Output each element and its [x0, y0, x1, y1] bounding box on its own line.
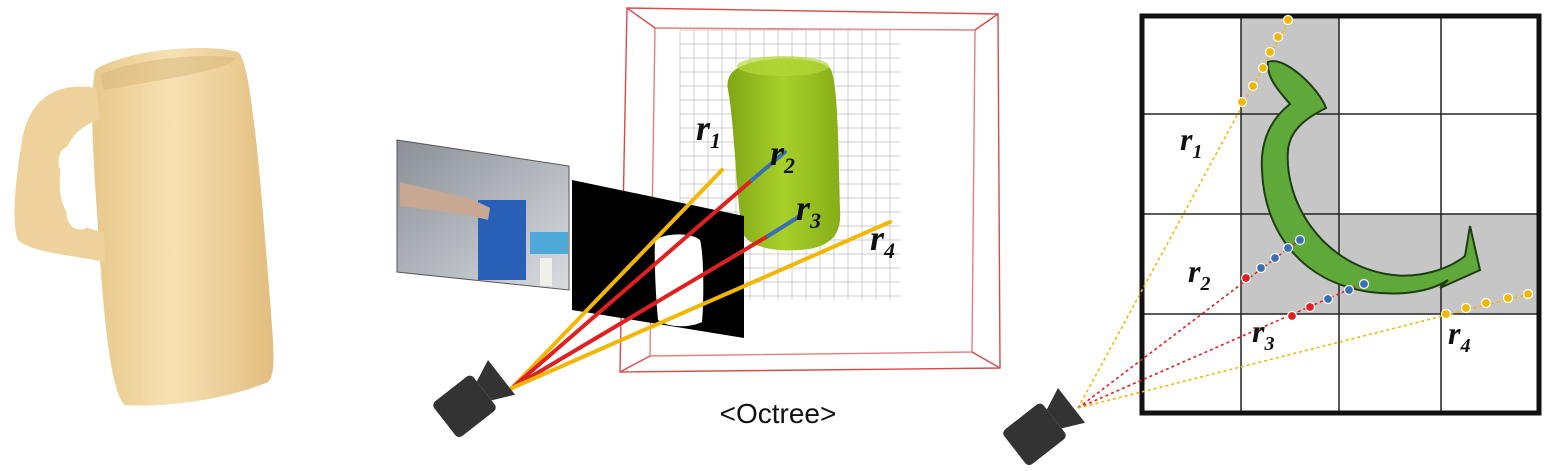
sample-point [1240, 272, 1252, 284]
octree-panel: r1 r2 r3 r4 <Octree> [396, 7, 1001, 438]
sample-point [1322, 293, 1334, 305]
photo-hand [400, 182, 490, 220]
sample-point [1255, 262, 1267, 274]
input-photo [396, 139, 570, 291]
mug-handle-hole-2 [66, 201, 93, 230]
ray-sample-points [1236, 14, 1534, 322]
grid-ray-labels: r1 r2 r3 r4 [1180, 121, 1470, 357]
camera-icon [433, 360, 516, 438]
grid-panel: r1 r2 r3 r4 [1003, 13, 1542, 466]
sample-point [1522, 288, 1534, 300]
photo-bottle [540, 258, 552, 286]
octree-label-r2: r2 [770, 133, 795, 178]
occupied-cells [1241, 16, 1539, 314]
sample-point [1480, 297, 1492, 309]
mug-handle [14, 86, 105, 262]
sample-point [1502, 292, 1514, 304]
sample-point [1282, 14, 1294, 26]
sample-point [1304, 301, 1316, 313]
camera-icon [1003, 388, 1086, 466]
grid-label-r4: r4 [1448, 315, 1470, 357]
photo-background-blue [530, 232, 568, 254]
octree-label-r4: r4 [870, 218, 895, 263]
mug-body [92, 48, 274, 406]
object-top-rim [737, 56, 829, 76]
mug-handle-hole [58, 145, 83, 180]
grid-lines [1142, 16, 1539, 413]
octree-label-r1: r1 [696, 108, 721, 153]
grid-label-r2: r2 [1188, 253, 1210, 295]
grid-label-r1: r1 [1180, 121, 1202, 163]
sample-point [1460, 302, 1472, 314]
octree-ray-labels: r1 r2 r3 r4 [696, 108, 895, 263]
sample-point [1286, 310, 1298, 322]
octree-label-r3: r3 [796, 188, 821, 233]
sample-point [1257, 62, 1269, 74]
octree-caption: <Octree> [720, 398, 837, 429]
sample-point [1358, 278, 1370, 290]
sample-point [1440, 308, 1452, 320]
sample-point [1294, 234, 1306, 246]
sample-point [1282, 242, 1294, 254]
grid-label-r3: r3 [1252, 313, 1274, 355]
sample-point [1343, 284, 1355, 296]
sample-point [1236, 96, 1248, 108]
sample-point [1269, 252, 1281, 264]
mug-panel [14, 48, 274, 406]
sample-point [1272, 31, 1284, 43]
grid-border [1139, 13, 1542, 416]
curved-arrow-shape [1260, 60, 1482, 295]
sample-point [1264, 46, 1276, 58]
mug-rim-shadow [100, 55, 236, 90]
sample-point [1247, 80, 1259, 92]
octree-rays [510, 150, 892, 390]
